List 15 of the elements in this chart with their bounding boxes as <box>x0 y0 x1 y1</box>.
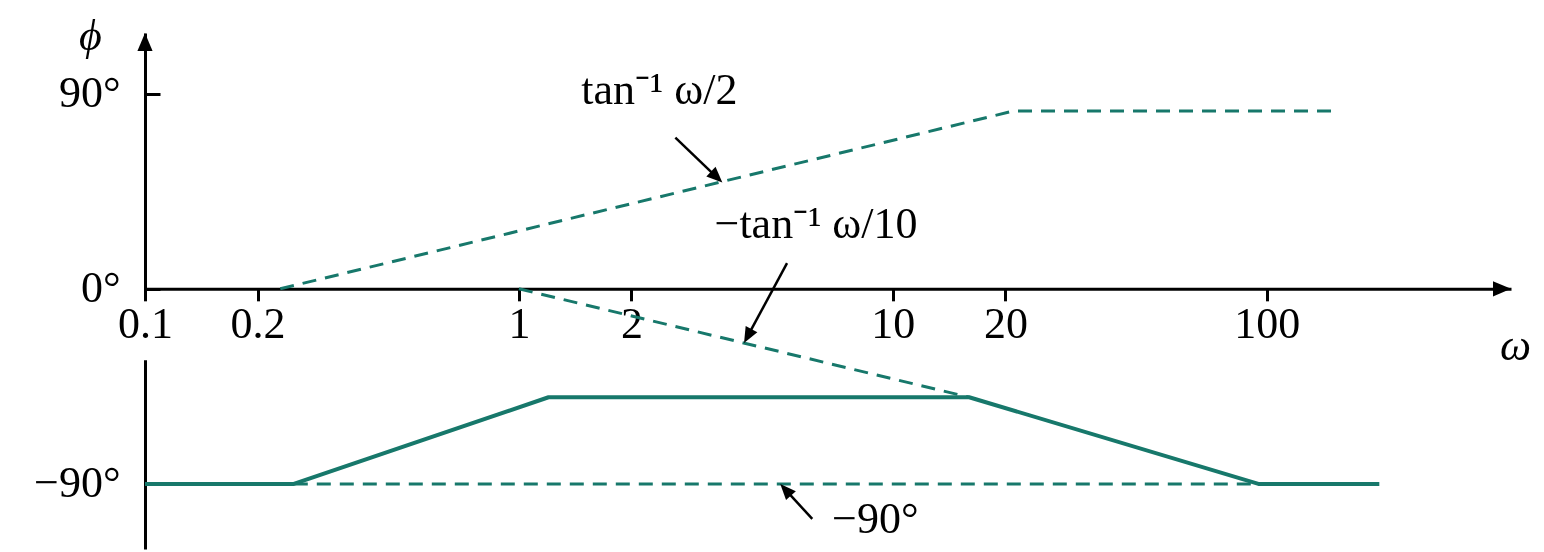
x-axis-title: ω <box>1499 321 1532 371</box>
y-tick-label: 0° <box>80 263 121 313</box>
x-tick-label: 1 <box>508 299 531 349</box>
y-axis-title: ϕ <box>79 10 102 60</box>
x-tick-label: 100 <box>1234 299 1301 349</box>
x-tick-label: 0.2 <box>230 299 286 349</box>
y-tick-label: −90° <box>34 458 121 508</box>
annotation: −90° <box>832 493 919 543</box>
x-tick-label: 20 <box>983 299 1028 349</box>
x-tick-label: 2 <box>620 299 643 349</box>
y-tick-label: 90° <box>58 68 121 118</box>
x-tick-label: 0.1 <box>118 299 173 349</box>
annotation: tan⁻¹ ω/2 <box>581 64 738 114</box>
x-tick-label: 10 <box>871 299 916 349</box>
annotation: −tan⁻¹ ω/10 <box>714 199 918 249</box>
